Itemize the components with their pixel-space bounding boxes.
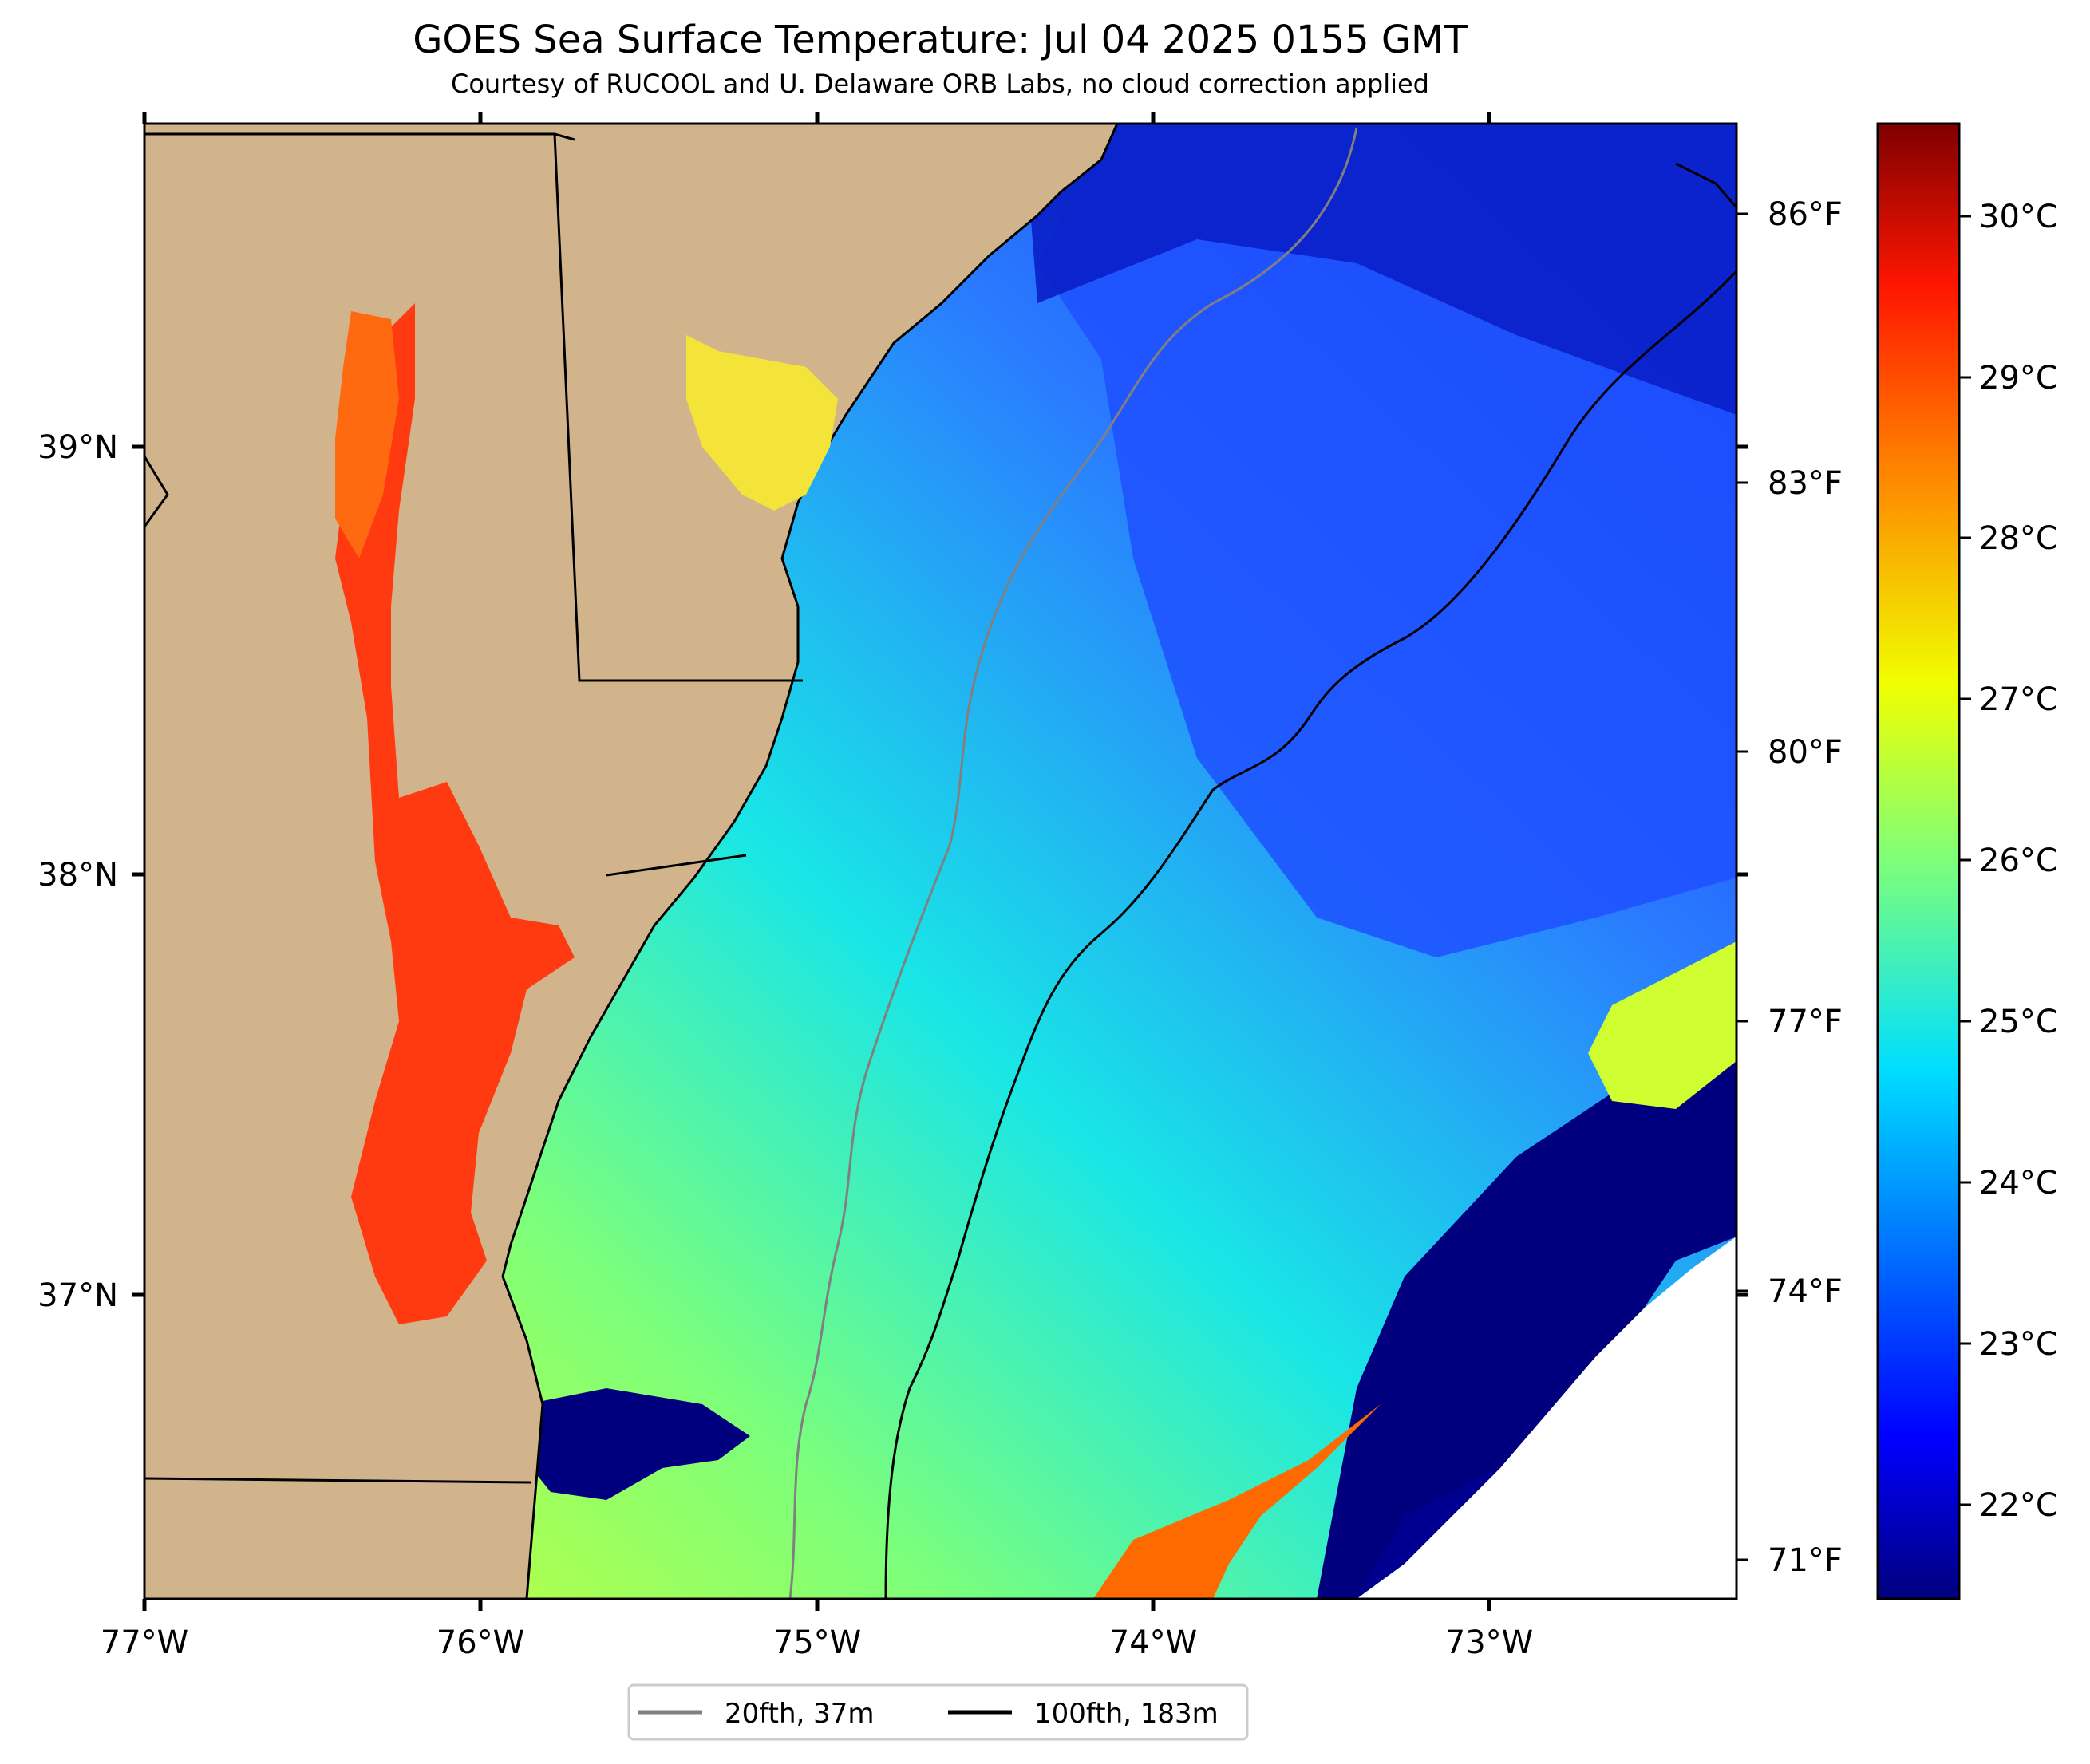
map-subtitle: Courtesy of RUCOOL and U. Delaware ORB L… <box>451 69 1429 99</box>
longitude-axis <box>142 112 1491 1611</box>
map-frame <box>143 122 1738 1600</box>
colorbar-tick-23c: 23°C <box>1979 1326 2058 1363</box>
colorbar-tick-28c: 28°C <box>1979 520 2058 557</box>
colorbar-tick-80f: 80°F <box>1768 734 1843 771</box>
colorbar-tick-26c: 26°C <box>1979 843 2058 879</box>
lat-tick-38n: 38°N <box>38 857 118 894</box>
latitude-axis <box>132 444 1748 1297</box>
map-title: GOES Sea Surface Temperature: Jul 04 202… <box>413 18 1468 62</box>
very-cold-region-ne <box>1029 124 1736 415</box>
colorbar-fahrenheit-ticks <box>1736 212 1748 1561</box>
state-borders <box>144 132 803 1484</box>
colorbar-tick-27c: 27°C <box>1979 681 2058 718</box>
lat-tick-39n: 39°N <box>38 429 118 466</box>
colorbar-tick-83f: 83°F <box>1768 465 1843 502</box>
colorbar-tick-74f: 74°F <box>1768 1273 1843 1310</box>
colorbar-tick-24c: 24°C <box>1979 1165 2058 1202</box>
lon-tick-77w: 77°W <box>101 1624 188 1661</box>
cold-patch-bay-mouth <box>519 1388 750 1500</box>
colorbar-tick-30c: 30°C <box>1979 199 2058 235</box>
colorbar-tick-77f: 77°F <box>1768 1004 1843 1040</box>
warm-eddy-east <box>1588 941 1736 1109</box>
legend-label-100fth: 100fth, 183m <box>1034 1698 1219 1730</box>
colorbar <box>1876 122 1961 1600</box>
legend: 20fth, 37m 100fth, 183m <box>627 1683 1249 1741</box>
colorbar-tick-29c: 29°C <box>1979 360 2058 397</box>
colorbar-tick-86f: 86°F <box>1768 196 1843 233</box>
lon-tick-75w: 75°W <box>773 1624 861 1661</box>
warm-filament-south <box>1093 1404 1381 1599</box>
lon-tick-74w: 74°W <box>1109 1624 1197 1661</box>
legend-label-20fth: 20fth, 37m <box>725 1698 875 1730</box>
colorbar-tick-25c: 25°C <box>1979 1004 2058 1040</box>
lon-tick-76w: 76°W <box>437 1624 524 1661</box>
no-data-region <box>1357 1237 1736 1599</box>
contour-100fth-northeast <box>1675 162 1736 208</box>
contour-100fth <box>884 270 1736 1599</box>
contour-20fth <box>788 127 1358 1599</box>
map-panel <box>144 124 1736 1599</box>
lon-tick-73w: 73°W <box>1445 1624 1533 1661</box>
cold-upwelling-southeast <box>1317 1029 1736 1599</box>
delaware-bay-sst <box>686 335 838 511</box>
lat-tick-37n: 37°N <box>38 1277 118 1314</box>
legend-box <box>627 1683 1249 1741</box>
colorbar-tick-71f: 71°F <box>1768 1542 1843 1579</box>
chesapeake-bay-sst <box>335 303 575 1324</box>
colorbar-celsius-ticks <box>1959 215 1971 1506</box>
chesapeake-bay-upper <box>335 311 399 558</box>
colorbar-tick-22c: 22°C <box>1979 1487 2058 1524</box>
